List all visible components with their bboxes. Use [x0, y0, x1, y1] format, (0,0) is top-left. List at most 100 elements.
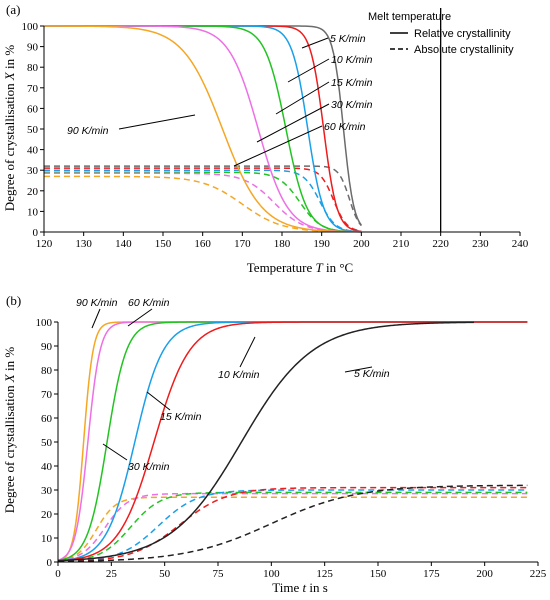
- annotation-leader-a: [256, 103, 330, 143]
- annotation-label-b: 90 K/min: [76, 297, 118, 309]
- x-tick-label-a: 190: [313, 238, 330, 250]
- y-tick-label-b: 0: [47, 557, 53, 569]
- annotation-leader-b: [239, 336, 256, 368]
- x-tick-label-a: 230: [472, 238, 489, 250]
- absolute-curve-60kmin-a: [44, 172, 362, 233]
- y-tick-label-a: 80: [27, 62, 39, 74]
- x-tick-label-a: 130: [75, 238, 92, 250]
- y-tick-label-a: 50: [27, 124, 39, 136]
- y-tick-label-a: 40: [27, 145, 39, 157]
- x-tick-label-b: 25: [106, 568, 118, 580]
- y-axis-title-b: Degree of crystallisation X in %: [2, 347, 17, 514]
- x-tick-label-b: 150: [370, 568, 387, 580]
- panel-label-b: (b): [6, 293, 21, 308]
- annotation-leader-a: [301, 37, 329, 49]
- absolute-curve-30kmin-b: [57, 491, 528, 563]
- annotation-label-a: 15 K/min: [331, 77, 373, 89]
- y-tick-label-b: 20: [41, 509, 53, 521]
- absolute-curve-5kmin-a: [44, 165, 362, 227]
- legend-absolute-label: Absolute crystallinity: [414, 44, 514, 56]
- absolute-curve-60kmin-b: [57, 492, 528, 562]
- y-tick-label-b: 10: [41, 533, 53, 545]
- absolute-curve-10kmin-a: [44, 167, 362, 232]
- y-tick-label-b: 80: [41, 365, 53, 377]
- y-tick-label-b: 70: [41, 389, 53, 401]
- y-tick-label-b: 50: [41, 437, 53, 449]
- y-tick-label-a: 20: [27, 186, 39, 198]
- x-tick-label-a: 240: [512, 238, 529, 250]
- x-tick-label-b: 125: [316, 568, 333, 580]
- absolute-curve-15kmin-a: [44, 169, 362, 233]
- legend-relative-label: Relative crystallinity: [414, 28, 511, 40]
- annotation-leader-a: [275, 81, 330, 115]
- x-tick-label-a: 160: [194, 238, 211, 250]
- x-tick-label-a: 150: [155, 238, 172, 250]
- x-tick-label-b: 175: [423, 568, 440, 580]
- y-tick-label-a: 30: [27, 165, 39, 177]
- annotation-label-b: 15 K/min: [160, 411, 202, 423]
- y-tick-label-b: 100: [36, 317, 53, 329]
- x-tick-label-a: 140: [115, 238, 132, 250]
- y-tick-label-b: 90: [41, 341, 53, 353]
- y-tick-label-a: 100: [22, 21, 39, 33]
- y-axis-title-a: Degree of crystallisation X in %: [2, 45, 17, 212]
- absolute-curve-30kmin-a: [44, 171, 362, 233]
- annotation-label-b: 5 K/min: [354, 368, 390, 380]
- chart-panel-b: 0 25 50 75 100 125 150 175 200 225 0 10 20 30 40 50 60 70…: [2, 297, 547, 595]
- relative-curve-90kmin-a: [44, 25, 362, 233]
- y-tick-label-a: 90: [27, 42, 39, 54]
- y-tick-label-a: 10: [27, 206, 39, 218]
- y-tick-label-b: 60: [41, 413, 53, 425]
- x-axis-title-b: Time t in s: [272, 580, 328, 595]
- annotation-label-b: 10 K/min: [218, 369, 260, 381]
- y-tick-label-b: 40: [41, 461, 53, 473]
- x-tick-label-b: 50: [159, 568, 171, 580]
- y-tick-label-a: 70: [27, 83, 39, 95]
- relative-curve-30kmin-b: [57, 321, 528, 562]
- annotation-label-b: 30 K/min: [128, 461, 170, 473]
- annotation-label-a: 10 K/min: [331, 54, 373, 66]
- x-tick-label-b: 200: [476, 568, 493, 580]
- y-tick-label-b: 30: [41, 485, 53, 497]
- annotation-leader-a: [118, 114, 196, 130]
- x-tick-label-a: 210: [393, 238, 410, 250]
- annotation-leader-a: [233, 125, 323, 167]
- annotation-leader-b: [91, 308, 101, 329]
- relative-curve-5kmin-b: [57, 321, 475, 562]
- relative-curve-10kmin-b: [57, 321, 528, 562]
- x-tick-label-a: 200: [353, 238, 370, 250]
- relative-curve-60kmin-b: [57, 321, 528, 561]
- annotation-label-a: 90 K/min: [67, 125, 109, 137]
- x-tick-label-b: 0: [55, 568, 61, 580]
- x-tick-label-b: 100: [263, 568, 280, 580]
- x-tick-label-a: 180: [274, 238, 291, 250]
- chart-panel-a: 120 130 140 150 160 170 180 190 200 210 220 230 240 0…: [2, 8, 529, 275]
- legend-title: Melt temperature: [368, 11, 451, 23]
- annotation-label-a: 30 K/min: [331, 99, 373, 111]
- panel-label-a: (a): [6, 2, 20, 17]
- x-tick-label-b: 75: [213, 568, 225, 580]
- x-tick-label-a: 170: [234, 238, 251, 250]
- annotation-leader-b: [146, 391, 171, 411]
- annotation-label-a: 60 K/min: [324, 121, 366, 133]
- x-axis-title-a: Temperature T in °C: [247, 260, 353, 275]
- y-tick-label-a: 60: [27, 103, 39, 115]
- absolute-curve-5kmin-b: [57, 484, 528, 563]
- x-tick-label-a: 120: [36, 238, 53, 250]
- absolute-curve-15kmin-b: [57, 489, 528, 563]
- annotation-leader-b: [127, 308, 153, 327]
- legend: Melt temperature Relative crystallinity …: [368, 11, 514, 56]
- relative-curve-15kmin-b: [57, 321, 528, 562]
- relative-curve-90kmin-b: [57, 321, 528, 562]
- x-tick-label-b: 225: [530, 568, 547, 580]
- y-tick-label-a: 0: [33, 227, 39, 239]
- annotation-label-b: 60 K/min: [128, 297, 170, 309]
- annotation-leader-b: [344, 366, 373, 373]
- annotation-leader-a: [287, 58, 330, 83]
- annotation-leader-b: [102, 443, 128, 461]
- absolute-curve-90kmin-a: [44, 175, 362, 233]
- absolute-curve-10kmin-b: [57, 486, 528, 563]
- x-tick-label-a: 220: [432, 238, 449, 250]
- annotation-label-a: 5 K/min: [330, 33, 366, 45]
